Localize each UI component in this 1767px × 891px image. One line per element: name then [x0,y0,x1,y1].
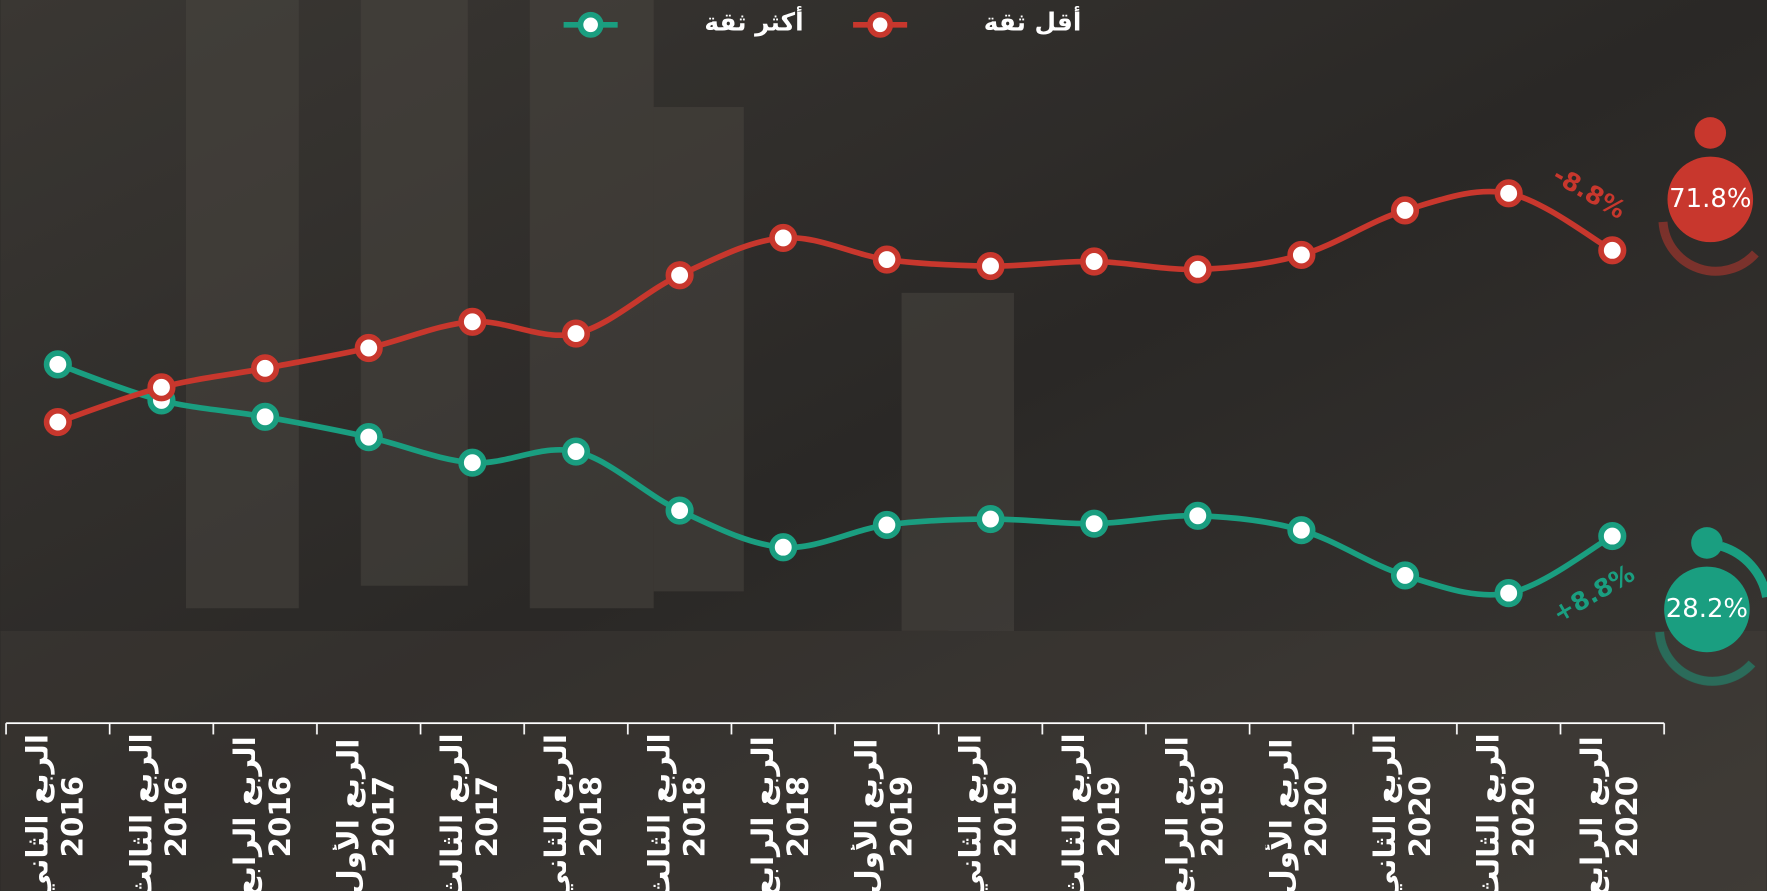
ring-arc [1658,221,1759,276]
x-tick-label-box: الربع الرابع 2018 [747,736,816,891]
x-tick-label: الربع الأول 2020 [1265,738,1335,891]
x-tick-label-box: الربع الأول 2019 [850,738,920,891]
data-point [1080,247,1109,276]
x-tick-label-box: الربع الثاني 2016 [21,734,91,891]
data-point [458,448,487,477]
data-point [976,252,1005,281]
series-line [56,188,1614,425]
data-point [665,496,694,525]
x-tick-label: الربع الرابع 2016 [229,736,298,891]
data-point [561,319,591,348]
series-line [56,361,1614,598]
ring-disc [1667,156,1754,243]
data-point [251,402,280,431]
data-point [1598,522,1627,551]
ring-dot [1694,117,1727,149]
x-tick-label-box: الربع الثالث 2019 [1058,733,1127,891]
data-point [354,423,383,452]
x-tick-label: الربع الرابع 2020 [1576,736,1645,891]
data-point [769,533,798,562]
ring-disc [1664,566,1750,653]
data-point [1183,501,1212,530]
data-point [1390,561,1420,590]
x-tick-label-box: الربع الرابع 2020 [1576,736,1645,891]
x-tick-label-box: الربع الثالث 2016 [125,733,195,891]
data-point [872,245,901,274]
data-point [665,261,694,290]
x-tick-label: الربع الثالث 2018 [643,733,713,891]
legend-label: أقل ثقة [984,6,1082,37]
annotation: 28.2% [1666,594,1748,624]
data-point [1183,255,1212,284]
x-tick-label: الربع الثالث 2020 [1472,733,1542,891]
ring-arc [1655,631,1756,686]
data-point [43,407,72,437]
x-tick-label: الربع الرابع 2018 [747,736,816,891]
x-tick-label: الربع الرابع 2019 [1161,736,1231,891]
data-point [1287,516,1316,545]
data-point [1494,579,1523,608]
data-point [354,333,383,363]
x-tick-label: الربع الأول 2019 [850,738,920,891]
legend-marker [867,11,894,38]
x-tick-label: الربع الثاني 2016 [21,734,91,891]
data-point [561,437,591,466]
x-tick-label: الربع الثاني 2018 [539,734,609,891]
data-point [458,307,487,336]
data-point [1494,179,1523,208]
x-tick-label-box: الربع الرابع 2019 [1161,736,1231,891]
x-tick-label-box: الربع الثاني 2020 [1368,734,1438,891]
x-tick-label-box: الربع الثاني 2018 [539,734,609,891]
x-tick-label: الربع الثاني 2019 [954,734,1024,891]
x-tick-label: الربع الثالث 2016 [125,733,195,891]
x-tick-label-box: الربع الرابع 2016 [229,736,298,891]
data-point [872,510,901,540]
x-tick-label-box: الربع الثالث 2017 [436,733,506,891]
x-tick-label-box: الربع الأول 2020 [1265,738,1335,891]
data-point [1287,240,1316,270]
legend-label: أكثر ثقة [704,6,803,38]
x-tick-label-box: الربع الثاني 2019 [954,734,1024,891]
x-tick-label: الربع الأول 2017 [332,738,402,891]
annotation: 71.8% [1669,184,1751,214]
x-tick-label: الربع الثاني 2020 [1368,734,1438,891]
x-tick-label-box: الربع الأول 2017 [332,738,402,891]
data-point [251,354,280,383]
data-point [769,223,798,252]
data-point [1598,236,1627,265]
data-point [1080,509,1109,538]
data-point [147,373,176,402]
ring-arc [1720,542,1767,598]
x-tick-label: الربع الثالث 2019 [1058,733,1127,891]
ring-dot [1691,527,1723,559]
data-point [1390,196,1420,225]
data-point [976,504,1005,534]
x-tick-label-box: الربع الثالث 2020 [1472,733,1542,891]
x-tick-label: الربع الثالث 2017 [436,733,506,891]
x-tick-label-box: الربع الثالث 2018 [643,733,713,891]
data-point [43,350,72,379]
legend-marker [577,11,604,38]
